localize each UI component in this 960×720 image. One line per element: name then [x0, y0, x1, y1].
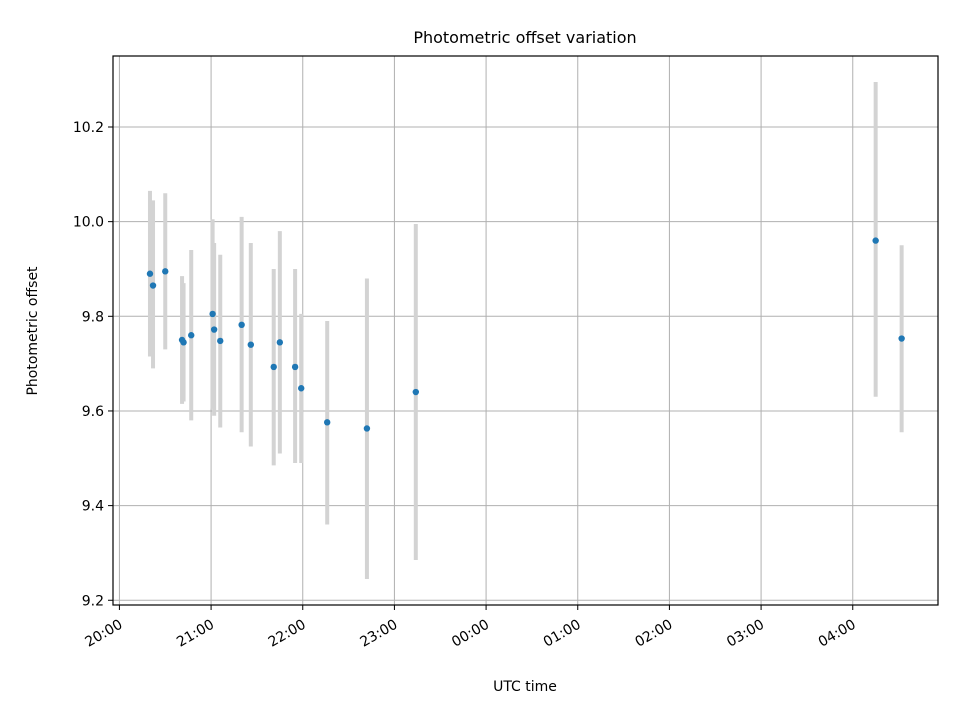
y-axis-ticks: 9.2 9.4 9.6 9.8 10.0 10.2 [73, 120, 113, 609]
data-point [209, 310, 216, 318]
y-tick-label: 9.6 [82, 404, 104, 420]
data-point [276, 339, 284, 346]
data-point [298, 385, 305, 392]
data-point [217, 337, 224, 345]
data-point [247, 341, 255, 348]
data-point [162, 268, 169, 275]
plot-frame [112, 55, 939, 606]
data-point [898, 335, 905, 342]
x-axis-label: UTC time [493, 679, 557, 695]
data-point [149, 282, 157, 289]
y-axis-label: Photometric offset [25, 266, 41, 396]
data-point [180, 339, 187, 346]
y-tick-label: 9.2 [82, 593, 104, 609]
data-point [872, 237, 879, 244]
data-point [323, 419, 331, 426]
data-point [146, 270, 154, 277]
data-point [363, 425, 371, 432]
data-point [412, 388, 420, 396]
y-tick-label: 10.0 [73, 215, 104, 231]
y-tick-label: 10.2 [73, 120, 104, 136]
chart-title: Photometric offset variation [413, 28, 636, 47]
data-point [238, 321, 245, 329]
data-point [210, 326, 218, 333]
data-point [270, 363, 277, 371]
y-tick-label: 9.8 [82, 309, 104, 325]
data-point [188, 332, 195, 339]
data-points [146, 237, 905, 432]
data-point [291, 363, 299, 371]
y-tick-label: 9.4 [82, 499, 104, 515]
